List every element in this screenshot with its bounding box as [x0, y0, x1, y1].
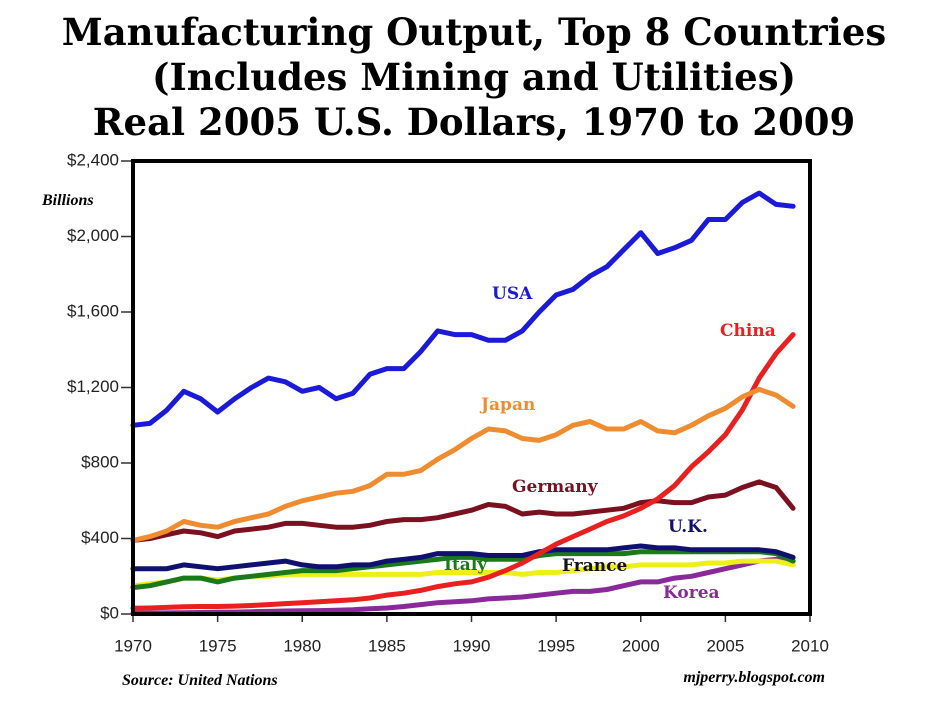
y-tick-label: $2,400 — [67, 150, 119, 169]
series-line — [130, 332, 796, 611]
series-label: Germany — [512, 477, 599, 497]
series-label: U.K. — [668, 517, 708, 537]
x-tick-label: 1990 — [453, 636, 491, 655]
x-tick-label: 1970 — [114, 636, 152, 655]
series-line — [130, 556, 796, 616]
plot-frame — [131, 159, 812, 616]
series-label: Italy — [444, 555, 488, 575]
series-label: China — [720, 321, 776, 341]
series-label: USA — [492, 284, 533, 304]
y-tick-label: $400 — [81, 528, 119, 547]
series-line — [130, 190, 796, 428]
series-label: France — [562, 556, 627, 576]
x-tick-label: 1980 — [283, 636, 321, 655]
x-tick-label: 2000 — [622, 636, 660, 655]
y-tick-label: $2,000 — [67, 226, 119, 245]
chart-title: (Includes Mining and Utilities) — [152, 55, 796, 99]
y-tick-label: $800 — [81, 452, 119, 471]
chart-title: Real 2005 U.S. Dollars, 1970 to 2009 — [93, 100, 855, 144]
x-tick-label: 1985 — [368, 636, 406, 655]
series-label: Korea — [663, 583, 720, 603]
series-line — [130, 549, 796, 591]
y-tick-label: $1,600 — [67, 301, 119, 320]
series-line — [130, 479, 796, 543]
x-tick-label: 1975 — [199, 636, 237, 655]
series-label: Japan — [479, 395, 535, 415]
x-tick-label: 2010 — [791, 636, 829, 655]
series-line — [130, 543, 796, 572]
x-tick-label: 1995 — [537, 636, 575, 655]
credit: mjperry.blogspot.com — [683, 669, 825, 686]
y-tick-label: $1,200 — [67, 377, 119, 396]
series-line — [130, 386, 796, 543]
y-axis-label: Billions — [41, 192, 94, 209]
x-tick-label: 2005 — [706, 636, 744, 655]
chart-title: Manufacturing Output, Top 8 Countries — [62, 10, 886, 54]
y-tick-label: $0 — [100, 603, 119, 622]
source: Source: United Nations — [122, 672, 278, 689]
